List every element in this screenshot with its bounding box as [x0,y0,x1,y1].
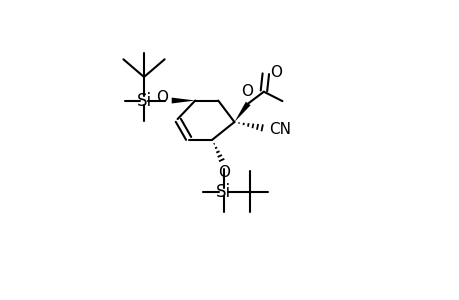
Polygon shape [234,102,250,122]
Text: O: O [218,165,230,180]
Text: O: O [241,84,252,99]
Text: Si: Si [136,92,151,110]
Text: CN: CN [269,122,291,137]
Polygon shape [171,98,195,103]
Text: O: O [269,65,281,80]
Text: Si: Si [215,183,230,201]
Text: O: O [156,90,168,105]
